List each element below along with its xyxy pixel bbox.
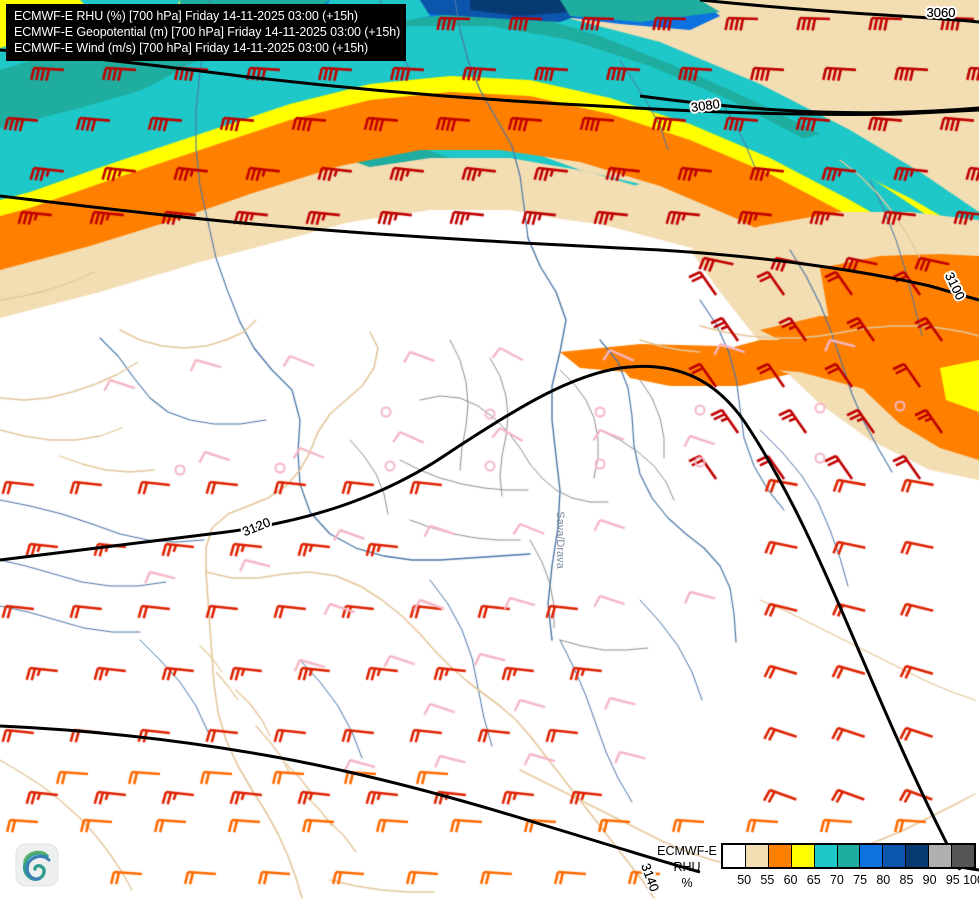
contour-label-group: 3060306030803080310031003120312031403140… <box>238 3 970 896</box>
legend-title-model: ECMWF-E <box>657 844 717 858</box>
contour-label-3060: 3060 <box>927 5 956 20</box>
legend-swatch-strip <box>721 843 976 869</box>
title-line-wind: ECMWF-E Wind (m/s) [700 hPa] Friday 14-1… <box>14 41 369 55</box>
legend-swatch-95-100 <box>952 845 974 867</box>
legend-tick-95: 95 <box>945 873 960 887</box>
map-title-box: ECMWF-E RHU (%) [700 hPa] Friday 14-11-2… <box>6 4 406 61</box>
legend-swatch-65-70 <box>814 845 838 867</box>
legend-swatch-90-95 <box>929 845 953 867</box>
legend-tick-50: 50 <box>737 873 752 887</box>
geopotential-contour <box>0 724 701 874</box>
legend-tick-labels: 50 55 60 65 70 75 80 85 90 95100 <box>721 869 979 891</box>
legend-swatch-50-55 <box>745 845 769 867</box>
geopotential-contour <box>0 194 979 302</box>
legend-swatch-70-75 <box>837 845 861 867</box>
title-line-geopot: ECMWF-E Geopotential (m) [700 hPa] Frida… <box>14 25 401 39</box>
legend-tick-90: 90 <box>922 873 937 887</box>
weather-spiral-logo-icon[interactable] <box>14 842 64 892</box>
legend-tick-75: 75 <box>853 873 868 887</box>
title-line-rhu: ECMWF-E RHU (%) [700 hPa] Friday 14-11-2… <box>14 9 358 23</box>
legend-tick-100: 100 <box>963 873 979 887</box>
legend-swatch-75-80 <box>860 845 884 867</box>
legend-units: % <box>681 876 693 890</box>
legend-swatch-60-65 <box>791 845 815 867</box>
geopotential-contour <box>0 364 962 871</box>
rhu-color-legend: ECMWF-E RHU % 50 55 60 65 70 75 80 85 90 95100 <box>653 841 979 900</box>
legend-swatch-<50 <box>723 845 746 867</box>
geopotential-contour <box>639 94 979 115</box>
legend-swatch-80-85 <box>883 845 907 867</box>
legend-tick-80: 80 <box>876 873 891 887</box>
contour-label-halo-3080: 3080 <box>690 96 721 115</box>
legend-tick-65: 65 <box>806 873 821 887</box>
geopotential-contour <box>0 48 979 117</box>
legend-swatch-85-90 <box>906 845 930 867</box>
river-label: Sava/Drava <box>554 511 566 569</box>
contour-label-3080: 3080 <box>690 96 721 115</box>
legend-swatch-55-60 <box>768 845 792 867</box>
geopotential-contour <box>699 0 979 24</box>
contour-label-3120: 3120 <box>240 514 272 539</box>
legend-tick-55: 55 <box>760 873 775 887</box>
geopotential-contours <box>0 0 979 874</box>
legend-scale: 50 55 60 65 70 75 80 85 90 95100 <box>721 841 979 891</box>
contour-label-halo-3060: 3060 <box>927 5 956 20</box>
contour-label-3100: 3100 <box>942 270 968 303</box>
legend-tick-60: 60 <box>783 873 798 887</box>
legend-caption: ECMWF-E RHU % <box>653 841 721 891</box>
legend-title-variable: RHU <box>673 860 701 874</box>
legend-tick-85: 85 <box>899 873 914 887</box>
legend-tick-70: 70 <box>829 873 844 887</box>
